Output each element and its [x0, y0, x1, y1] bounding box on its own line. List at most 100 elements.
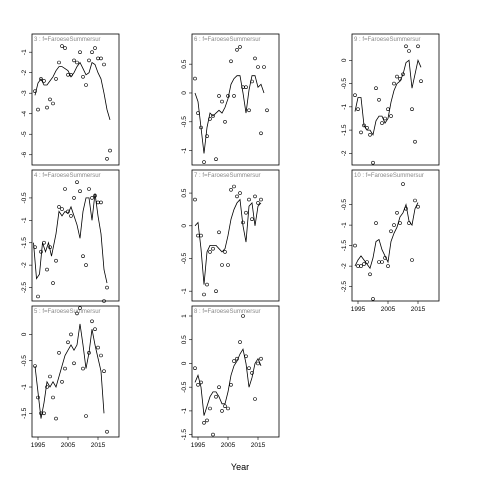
data-point — [78, 306, 82, 310]
panel-3: 5 : f=FaroeseSummersur -1.5 -1 -0.5 0 1995 200… — [21, 305, 120, 449]
data-point — [398, 77, 402, 81]
data-point — [226, 94, 230, 98]
data-point — [259, 356, 263, 361]
data-point — [66, 340, 70, 345]
data-point — [84, 263, 88, 267]
data-point — [416, 204, 420, 209]
data-point — [33, 245, 37, 249]
y-tick-label: -4 — [21, 110, 28, 116]
y-tick-label: -2.5 — [341, 281, 348, 293]
data-point — [371, 160, 375, 165]
y-tick-label: 0 — [21, 332, 28, 336]
data-point — [69, 214, 73, 218]
data-point — [105, 429, 109, 434]
data-point — [353, 243, 357, 248]
y-tick-label: -6 — [21, 151, 28, 157]
data-point — [93, 327, 97, 332]
data-point — [84, 83, 88, 87]
data-point — [75, 311, 79, 316]
data-point — [217, 230, 221, 235]
data-point — [250, 79, 254, 84]
fitted-line — [194, 198, 262, 285]
data-point — [256, 361, 260, 366]
strip-label: 6 : f=FaroeseSummersur — [194, 37, 261, 43]
y-tick-label: -2 — [21, 262, 28, 268]
x-tick-label: 2015 — [91, 442, 106, 449]
data-point — [36, 294, 40, 299]
data-point — [223, 120, 227, 124]
data-point — [51, 101, 55, 106]
data-point — [229, 188, 233, 192]
data-point — [356, 264, 360, 268]
data-point — [395, 74, 399, 79]
data-point — [247, 366, 251, 371]
data-point — [48, 374, 52, 379]
data-point — [407, 49, 411, 53]
panel-8: 10 : f=FaroeseSummersur -2.5 -2 -1.5 -1 -0.5 1… — [341, 169, 440, 313]
y-tick-label: -0.5 — [341, 199, 348, 211]
panel-1: 3 : f=FaroeseSummersur -6 -5 -4 -3 -2 -1 — [21, 33, 120, 166]
data-point — [45, 105, 49, 110]
data-point — [63, 187, 67, 191]
y-tick-label: -1.5 — [341, 240, 348, 252]
strip-label: 4 : f=FaroeseSummersur — [34, 173, 101, 179]
data-point — [235, 194, 239, 199]
data-point — [81, 366, 85, 371]
data-point — [401, 182, 405, 186]
data-point — [386, 107, 390, 111]
data-point — [90, 319, 94, 324]
strip-label: 3 : f=FaroeseSummersur — [34, 37, 101, 43]
data-point — [404, 44, 408, 49]
data-point — [371, 297, 375, 301]
data-point — [72, 361, 76, 366]
y-tick-label: -0.5 — [21, 192, 28, 204]
data-point — [362, 123, 366, 128]
y-tick-label: -0.5 — [21, 355, 28, 367]
data-point — [75, 60, 79, 65]
data-point — [419, 79, 423, 83]
y-tick-label: -1.5 — [21, 407, 28, 419]
data-point — [60, 44, 64, 48]
data-point — [202, 292, 206, 297]
data-point — [413, 139, 417, 144]
data-point — [217, 94, 221, 98]
data-point — [247, 108, 251, 113]
data-point — [220, 409, 224, 413]
data-point — [75, 180, 79, 184]
y-tick-label: -1.5 — [21, 237, 28, 249]
data-point — [102, 62, 106, 67]
panel-frame — [31, 169, 120, 302]
data-point — [359, 264, 363, 268]
data-point — [368, 133, 372, 137]
panel-frame — [31, 305, 120, 438]
data-point — [401, 72, 405, 77]
data-point — [78, 189, 82, 193]
x-axis-label: Year — [231, 462, 249, 472]
data-point — [48, 97, 52, 102]
data-point — [193, 76, 197, 81]
data-point — [54, 77, 58, 81]
panel-6: 8 : f=FaroeseSummersur -1.5 -1 -0.5 0 0.5 1 199… — [181, 305, 280, 449]
data-point — [365, 126, 369, 130]
data-point — [223, 404, 227, 409]
data-point — [196, 111, 200, 115]
data-point — [410, 258, 414, 262]
y-tick-label: -1 — [21, 49, 28, 55]
data-point — [247, 197, 251, 202]
data-point — [404, 206, 408, 211]
fitted-line — [34, 323, 105, 419]
data-point — [259, 197, 263, 202]
data-point — [211, 114, 215, 118]
data-point — [253, 397, 257, 401]
data-point — [208, 250, 212, 254]
strip-label: 7 : f=FaroeseSummersur — [194, 173, 261, 179]
panel-frame — [191, 305, 280, 438]
data-point — [205, 282, 209, 287]
data-point — [199, 125, 203, 130]
data-point — [214, 394, 218, 399]
data-point — [87, 350, 91, 355]
data-point — [202, 420, 206, 425]
data-point — [220, 99, 224, 104]
data-point — [99, 200, 103, 205]
data-point — [33, 364, 37, 368]
